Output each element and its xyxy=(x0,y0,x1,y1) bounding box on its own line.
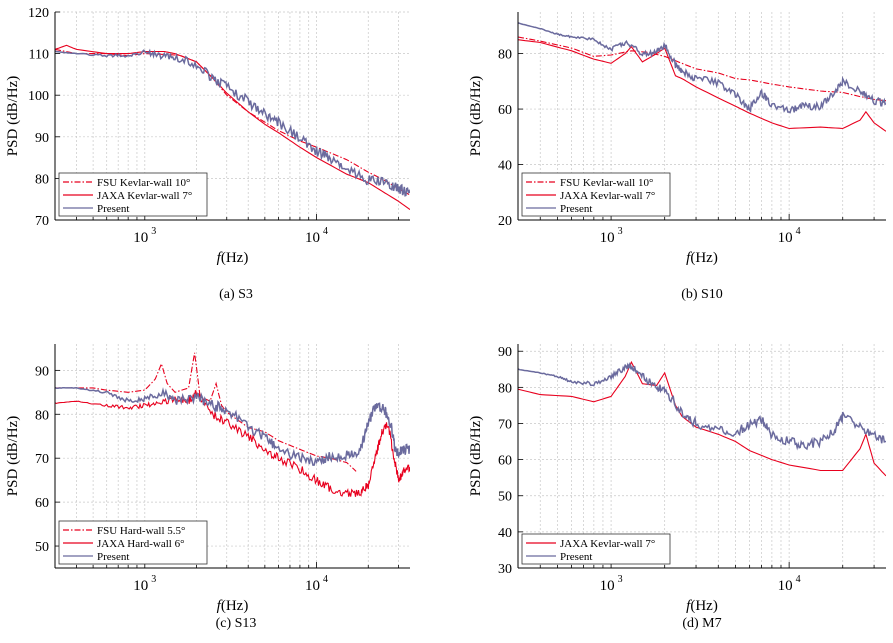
x-tick-label: 10 xyxy=(600,578,615,594)
y-axis-label: PSD (dB/Hz) xyxy=(5,76,21,156)
y-tick-label: 40 xyxy=(498,159,512,174)
y-tick-label: 80 xyxy=(35,172,49,187)
x-tick-exponent: 4 xyxy=(323,226,328,237)
legend-label: JAXA Kevlar-wall 7° xyxy=(97,190,192,202)
x-axis-label: f(Hz) xyxy=(217,598,249,614)
y-tick-label: 50 xyxy=(35,540,49,555)
y-tick-label: 60 xyxy=(35,496,49,511)
x-tick-exponent: 4 xyxy=(323,574,328,585)
x-axis-label: f(Hz) xyxy=(686,598,718,614)
y-tick-label: 70 xyxy=(35,214,49,229)
legend-label: FSU Hard-wall 5.5° xyxy=(97,525,185,537)
x-tick-label: 10 xyxy=(133,578,148,594)
panel-caption: (a) S3 xyxy=(219,287,253,302)
panel-caption: (d) M7 xyxy=(682,616,721,631)
x-tick-exponent: 3 xyxy=(151,226,156,237)
y-axis-label: PSD (dB/Hz) xyxy=(468,416,484,496)
legend-label: JAXA Kevlar-wall 7° xyxy=(560,190,655,202)
series-line xyxy=(55,48,410,196)
series-line xyxy=(518,36,886,102)
y-tick-label: 40 xyxy=(498,526,512,541)
y-tick-label: 90 xyxy=(35,364,49,379)
x-tick-label: 10 xyxy=(778,578,793,594)
y-tick-label: 80 xyxy=(498,381,512,396)
legend-label: Present xyxy=(97,551,129,563)
x-tick-label: 10 xyxy=(600,230,615,246)
series-line xyxy=(518,22,886,114)
legend: FSU Kevlar-wall 10°JAXA Kevlar-wall 7°Pr… xyxy=(58,172,208,217)
legend-label: FSU Kevlar-wall 10° xyxy=(97,177,190,189)
y-tick-label: 80 xyxy=(35,408,49,423)
y-tick-label: 70 xyxy=(35,452,49,467)
x-axis-label: f(Hz) xyxy=(217,250,249,266)
y-tick-label: 20 xyxy=(498,214,512,229)
series-line xyxy=(518,39,886,132)
y-tick-label: 80 xyxy=(498,48,512,63)
legend-label: Present xyxy=(560,203,592,215)
y-tick-label: 120 xyxy=(28,6,49,21)
x-tick-exponent: 4 xyxy=(796,574,801,585)
series-line xyxy=(55,352,357,472)
y-tick-label: 60 xyxy=(498,454,512,469)
y-tick-label: 60 xyxy=(498,103,512,118)
x-tick-exponent: 4 xyxy=(796,226,801,237)
y-tick-label: 30 xyxy=(498,562,512,577)
x-tick-label: 10 xyxy=(133,230,148,246)
x-tick-exponent: 3 xyxy=(618,574,623,585)
y-tick-label: 70 xyxy=(498,417,512,432)
x-tick-label: 10 xyxy=(305,230,320,246)
panel-caption: (c) S13 xyxy=(216,616,257,631)
x-axis-label: f(Hz) xyxy=(686,250,718,266)
legend: FSU Hard-wall 5.5°JAXA Hard-wall 6°Prese… xyxy=(58,520,208,565)
x-tick-label: 10 xyxy=(305,578,320,594)
legend-label: Present xyxy=(97,203,129,215)
series-line xyxy=(518,360,886,477)
x-tick-label: 10 xyxy=(778,230,793,246)
legend: JAXA Kevlar-wall 7°Present xyxy=(521,533,671,565)
legend-label: JAXA Kevlar-wall 7° xyxy=(560,538,655,550)
y-axis-label: PSD (dB/Hz) xyxy=(468,76,484,156)
series-line xyxy=(55,389,410,497)
x-tick-exponent: 3 xyxy=(151,574,156,585)
legend: FSU Kevlar-wall 10°JAXA Kevlar-wall 7°Pr… xyxy=(521,172,671,217)
series-line xyxy=(518,362,886,451)
series-line xyxy=(55,48,410,197)
legend-label: JAXA Hard-wall 6° xyxy=(97,538,185,550)
series-line xyxy=(55,386,410,467)
legend-label: FSU Kevlar-wall 10° xyxy=(560,177,653,189)
y-tick-label: 100 xyxy=(28,89,49,104)
y-tick-label: 50 xyxy=(498,490,512,505)
legend-label: Present xyxy=(560,551,592,563)
series-line xyxy=(55,44,410,211)
y-tick-label: 90 xyxy=(498,345,512,360)
y-axis-label: PSD (dB/Hz) xyxy=(5,416,21,496)
panel-caption: (b) S10 xyxy=(681,287,723,302)
y-tick-label: 90 xyxy=(35,131,49,146)
legend-box xyxy=(521,533,671,565)
x-tick-exponent: 3 xyxy=(618,226,623,237)
y-tick-label: 110 xyxy=(29,48,49,63)
